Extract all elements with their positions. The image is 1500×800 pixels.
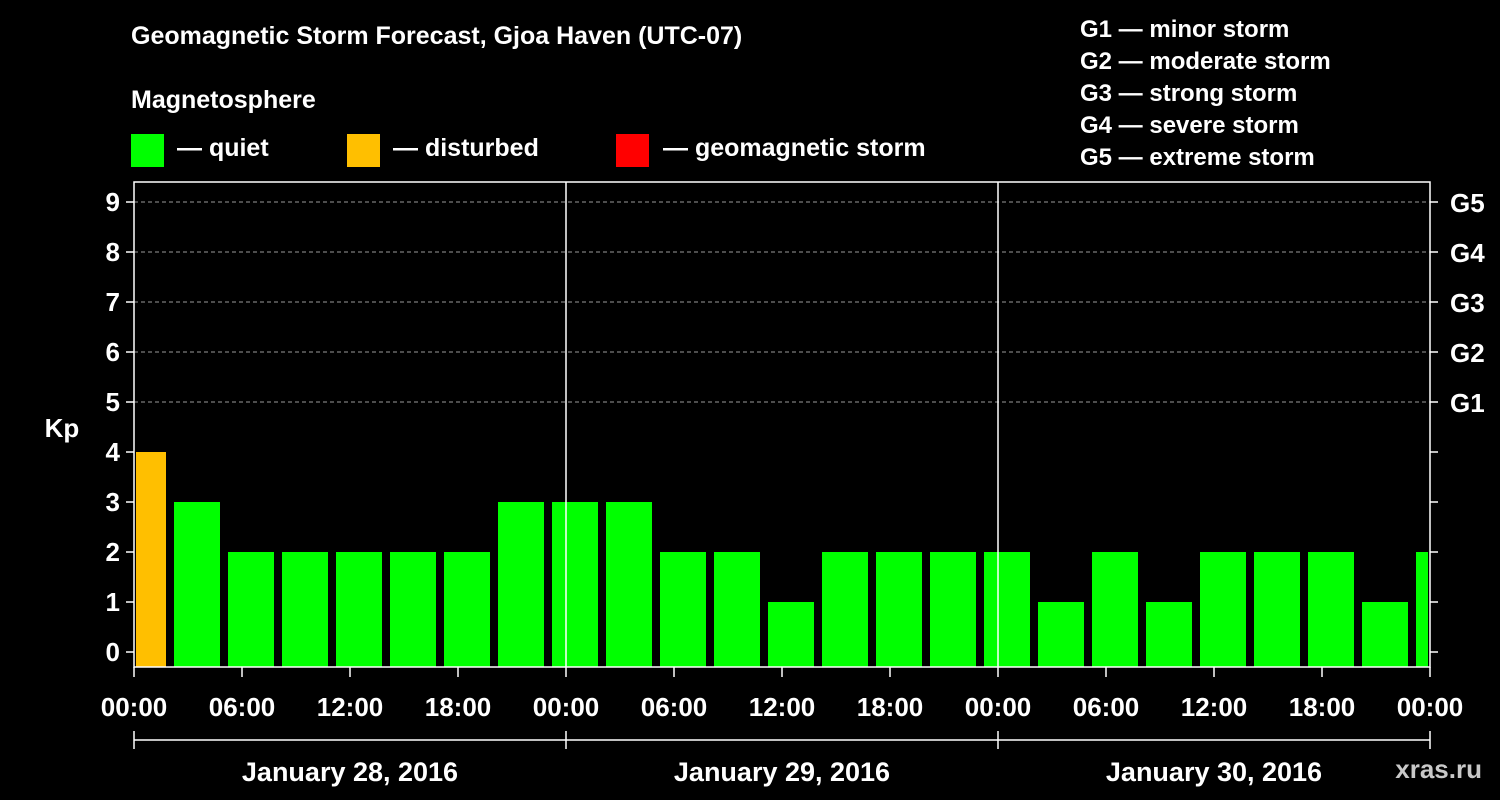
y-tick-label: 2 [106,537,120,567]
kp-bar [714,552,760,667]
legend-heading: Magnetosphere [131,86,316,114]
kp-bar [444,552,490,667]
day-label: January 28, 2016 [242,757,458,787]
g-scale-item: G3 — strong storm [1080,80,1298,107]
kp-bar [1146,602,1192,667]
x-tick-label: 12:00 [1181,692,1248,722]
watermark: xras.ru [1395,754,1482,784]
kp-bar [984,552,1030,667]
day-label: January 29, 2016 [674,757,890,787]
kp-bar [768,602,814,667]
legend-label-disturbed: — disturbed [393,134,539,162]
kp-bar [228,552,274,667]
g-level-label: G1 [1450,388,1485,418]
g-scale-legend: G1 — minor storm G2 — moderate storm G3 … [1080,14,1331,174]
day-label: January 30, 2016 [1106,757,1322,787]
legend-swatch-quiet [131,134,164,167]
legend-swatch-disturbed [347,134,380,167]
x-tick-label: 12:00 [317,692,384,722]
grid-layer [134,201,1430,403]
legend-label-quiet: — quiet [177,134,269,162]
kp-bar [1254,552,1300,667]
legend-swatch-storm [616,134,649,167]
y-tick-label: 4 [106,437,121,467]
g-level-label: G3 [1450,288,1485,318]
axis-layer: 0 1 2 3 4 5 6 7 8 9 G1 G2 G3 G4 G5 Kp 00:00 06:00 12:00 18:… [45,181,1485,787]
x-tick-label: 00:00 [965,692,1032,722]
x-tick-label: 18:00 [425,692,492,722]
y-tick-label: 3 [106,487,120,517]
x-tick-label: 12:00 [749,692,816,722]
legend-label-storm: — geomagnetic storm [663,134,926,162]
kp-bar [498,502,544,667]
g-level-label: G2 [1450,338,1485,368]
x-tick-label: 06:00 [209,692,276,722]
y-tick-label: 9 [106,187,120,217]
x-tick-label: 18:00 [1289,692,1356,722]
y-tick-label: 1 [106,587,120,617]
kp-bar [660,552,706,667]
kp-bar [1416,552,1428,667]
y-tick-label: 5 [106,387,120,417]
x-tick-label: 00:00 [101,692,168,722]
x-tick-label: 06:00 [641,692,708,722]
g-scale-item: G2 — moderate storm [1080,48,1331,75]
kp-bar [1200,552,1246,667]
kp-bar [390,552,436,667]
y-tick-label: 6 [106,337,120,367]
bar-layer [136,452,1428,667]
kp-bar [1362,602,1408,667]
kp-bar [930,552,976,667]
kp-bar [552,502,598,667]
g-level-label: G4 [1450,238,1485,268]
y-tick-label: 7 [106,287,120,317]
kp-bar [174,502,220,667]
g-scale-item: G4 — severe storm [1080,112,1299,139]
g-level-label: G5 [1450,188,1485,218]
kp-bar [336,552,382,667]
chart-title: Geomagnetic Storm Forecast, Gjoa Haven (… [131,22,743,50]
kp-bar [606,502,652,667]
kp-bar [822,552,868,667]
kp-bar [1038,602,1084,667]
kp-bar [282,552,328,667]
x-tick-label: 06:00 [1073,692,1140,722]
x-tick-label: 18:00 [857,692,924,722]
x-tick-label: 00:00 [533,692,600,722]
kp-bar [136,452,166,667]
x-tick-label: 00:00 [1397,692,1464,722]
kp-bar [1308,552,1354,667]
g-scale-item: G1 — minor storm [1080,16,1290,43]
kp-bar [1092,552,1138,667]
kp-bar [876,552,922,667]
g-scale-item: G5 — extreme storm [1080,144,1315,171]
y-axis-label: Kp [45,413,80,443]
y-tick-label: 0 [106,637,120,667]
y-tick-label: 8 [106,237,120,267]
